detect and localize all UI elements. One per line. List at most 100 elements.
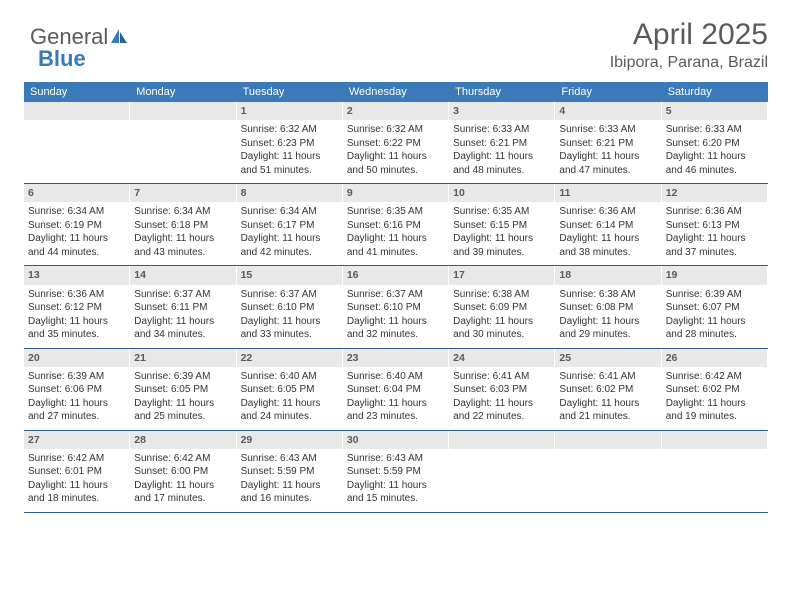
sunrise-line: Sunrise: 6:35 AM xyxy=(453,205,550,219)
day-body: Sunrise: 6:38 AMSunset: 6:09 PMDaylight:… xyxy=(449,285,554,348)
daylight-line: Daylight: 11 hours and 51 minutes. xyxy=(241,150,338,177)
daylight-line: Daylight: 11 hours and 21 minutes. xyxy=(559,397,656,424)
day-number: 15 xyxy=(237,266,342,284)
sunrise-line: Sunrise: 6:40 AM xyxy=(241,370,338,384)
sunset-line: Sunset: 6:02 PM xyxy=(666,383,763,397)
daylight-line: Daylight: 11 hours and 18 minutes. xyxy=(28,479,125,506)
day-number: 12 xyxy=(662,184,767,202)
sunrise-line: Sunrise: 6:41 AM xyxy=(453,370,550,384)
sunrise-line: Sunrise: 6:33 AM xyxy=(559,123,656,137)
day-cell: 9Sunrise: 6:35 AMSunset: 6:16 PMDaylight… xyxy=(343,184,449,265)
sunrise-line: Sunrise: 6:38 AM xyxy=(559,288,656,302)
day-number xyxy=(130,102,235,120)
sunset-line: Sunset: 6:17 PM xyxy=(241,219,338,233)
sunset-line: Sunset: 6:06 PM xyxy=(28,383,125,397)
day-number: 11 xyxy=(555,184,660,202)
weekday-header: Wednesday xyxy=(343,82,449,102)
daylight-line: Daylight: 11 hours and 24 minutes. xyxy=(241,397,338,424)
day-number: 5 xyxy=(662,102,767,120)
week-row: 6Sunrise: 6:34 AMSunset: 6:19 PMDaylight… xyxy=(24,184,768,266)
day-cell xyxy=(662,431,768,512)
weekday-header: Monday xyxy=(130,82,236,102)
sunset-line: Sunset: 6:01 PM xyxy=(28,465,125,479)
logo-sail-icon xyxy=(110,28,128,44)
sunrise-line: Sunrise: 6:34 AM xyxy=(28,205,125,219)
sunrise-line: Sunrise: 6:33 AM xyxy=(666,123,763,137)
day-cell: 20Sunrise: 6:39 AMSunset: 6:06 PMDayligh… xyxy=(24,349,130,430)
day-cell: 3Sunrise: 6:33 AMSunset: 6:21 PMDaylight… xyxy=(449,102,555,183)
sunrise-line: Sunrise: 6:42 AM xyxy=(666,370,763,384)
sunset-line: Sunset: 6:02 PM xyxy=(559,383,656,397)
week-row: 27Sunrise: 6:42 AMSunset: 6:01 PMDayligh… xyxy=(24,431,768,513)
daylight-line: Daylight: 11 hours and 22 minutes. xyxy=(453,397,550,424)
daylight-line: Daylight: 11 hours and 47 minutes. xyxy=(559,150,656,177)
day-cell: 5Sunrise: 6:33 AMSunset: 6:20 PMDaylight… xyxy=(662,102,768,183)
day-cell: 15Sunrise: 6:37 AMSunset: 6:10 PMDayligh… xyxy=(237,266,343,347)
day-body: Sunrise: 6:32 AMSunset: 6:23 PMDaylight:… xyxy=(237,120,342,183)
day-cell: 22Sunrise: 6:40 AMSunset: 6:05 PMDayligh… xyxy=(237,349,343,430)
sunset-line: Sunset: 5:59 PM xyxy=(241,465,338,479)
day-cell: 18Sunrise: 6:38 AMSunset: 6:08 PMDayligh… xyxy=(555,266,661,347)
sunrise-line: Sunrise: 6:38 AM xyxy=(453,288,550,302)
day-body: Sunrise: 6:40 AMSunset: 6:05 PMDaylight:… xyxy=(237,367,342,430)
weekday-header-row: SundayMondayTuesdayWednesdayThursdayFrid… xyxy=(24,82,768,102)
day-number: 30 xyxy=(343,431,448,449)
daylight-line: Daylight: 11 hours and 50 minutes. xyxy=(347,150,444,177)
day-number: 9 xyxy=(343,184,448,202)
daylight-line: Daylight: 11 hours and 19 minutes. xyxy=(666,397,763,424)
daylight-line: Daylight: 11 hours and 41 minutes. xyxy=(347,232,444,259)
sunset-line: Sunset: 6:13 PM xyxy=(666,219,763,233)
day-body: Sunrise: 6:38 AMSunset: 6:08 PMDaylight:… xyxy=(555,285,660,348)
sunset-line: Sunset: 6:07 PM xyxy=(666,301,763,315)
day-cell xyxy=(24,102,130,183)
day-body: Sunrise: 6:39 AMSunset: 6:05 PMDaylight:… xyxy=(130,367,235,430)
calendar-grid: SundayMondayTuesdayWednesdayThursdayFrid… xyxy=(24,82,768,513)
week-row: 1Sunrise: 6:32 AMSunset: 6:23 PMDaylight… xyxy=(24,102,768,184)
day-number xyxy=(555,431,660,449)
daylight-line: Daylight: 11 hours and 27 minutes. xyxy=(28,397,125,424)
sunset-line: Sunset: 6:05 PM xyxy=(241,383,338,397)
day-body: Sunrise: 6:37 AMSunset: 6:10 PMDaylight:… xyxy=(343,285,448,348)
day-cell xyxy=(449,431,555,512)
day-number: 4 xyxy=(555,102,660,120)
weekday-header: Tuesday xyxy=(237,82,343,102)
daylight-line: Daylight: 11 hours and 29 minutes. xyxy=(559,315,656,342)
sunrise-line: Sunrise: 6:42 AM xyxy=(28,452,125,466)
day-body: Sunrise: 6:36 AMSunset: 6:13 PMDaylight:… xyxy=(662,202,767,265)
daylight-line: Daylight: 11 hours and 43 minutes. xyxy=(134,232,231,259)
sunset-line: Sunset: 6:10 PM xyxy=(241,301,338,315)
day-cell: 11Sunrise: 6:36 AMSunset: 6:14 PMDayligh… xyxy=(555,184,661,265)
title-block: April 2025 Ibipora, Parana, Brazil xyxy=(24,18,768,72)
day-body: Sunrise: 6:43 AMSunset: 5:59 PMDaylight:… xyxy=(343,449,448,512)
day-body: Sunrise: 6:33 AMSunset: 6:20 PMDaylight:… xyxy=(662,120,767,183)
day-body: Sunrise: 6:41 AMSunset: 6:02 PMDaylight:… xyxy=(555,367,660,430)
sunset-line: Sunset: 6:23 PM xyxy=(241,137,338,151)
sunrise-line: Sunrise: 6:32 AM xyxy=(347,123,444,137)
day-cell: 19Sunrise: 6:39 AMSunset: 6:07 PMDayligh… xyxy=(662,266,768,347)
day-cell: 26Sunrise: 6:42 AMSunset: 6:02 PMDayligh… xyxy=(662,349,768,430)
day-number: 2 xyxy=(343,102,448,120)
weekday-header: Friday xyxy=(555,82,661,102)
day-body: Sunrise: 6:42 AMSunset: 6:00 PMDaylight:… xyxy=(130,449,235,512)
day-body: Sunrise: 6:37 AMSunset: 6:10 PMDaylight:… xyxy=(237,285,342,348)
daylight-line: Daylight: 11 hours and 25 minutes. xyxy=(134,397,231,424)
sunset-line: Sunset: 6:20 PM xyxy=(666,137,763,151)
daylight-line: Daylight: 11 hours and 44 minutes. xyxy=(28,232,125,259)
sunrise-line: Sunrise: 6:36 AM xyxy=(666,205,763,219)
week-row: 20Sunrise: 6:39 AMSunset: 6:06 PMDayligh… xyxy=(24,349,768,431)
day-cell: 28Sunrise: 6:42 AMSunset: 6:00 PMDayligh… xyxy=(130,431,236,512)
sunset-line: Sunset: 6:04 PM xyxy=(347,383,444,397)
daylight-line: Daylight: 11 hours and 32 minutes. xyxy=(347,315,444,342)
sunrise-line: Sunrise: 6:39 AM xyxy=(134,370,231,384)
day-cell: 10Sunrise: 6:35 AMSunset: 6:15 PMDayligh… xyxy=(449,184,555,265)
day-cell: 27Sunrise: 6:42 AMSunset: 6:01 PMDayligh… xyxy=(24,431,130,512)
sunset-line: Sunset: 6:03 PM xyxy=(453,383,550,397)
sunset-line: Sunset: 6:22 PM xyxy=(347,137,444,151)
day-cell: 21Sunrise: 6:39 AMSunset: 6:05 PMDayligh… xyxy=(130,349,236,430)
sunset-line: Sunset: 5:59 PM xyxy=(347,465,444,479)
day-cell: 24Sunrise: 6:41 AMSunset: 6:03 PMDayligh… xyxy=(449,349,555,430)
sunrise-line: Sunrise: 6:36 AM xyxy=(28,288,125,302)
day-body: Sunrise: 6:42 AMSunset: 6:01 PMDaylight:… xyxy=(24,449,129,512)
day-body: Sunrise: 6:37 AMSunset: 6:11 PMDaylight:… xyxy=(130,285,235,348)
day-number: 17 xyxy=(449,266,554,284)
